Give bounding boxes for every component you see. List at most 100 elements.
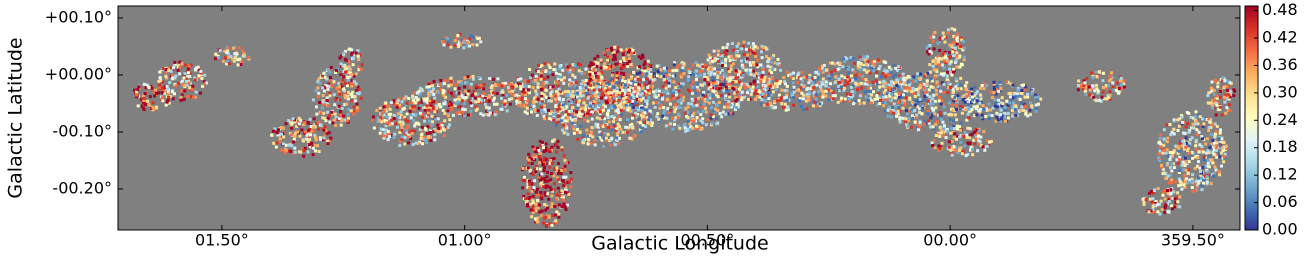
emission-pixel	[396, 106, 399, 109]
emission-pixel	[632, 106, 635, 109]
emission-pixel	[644, 111, 647, 114]
emission-pixel	[673, 106, 676, 109]
emission-pixel	[680, 76, 683, 79]
emission-pixel	[318, 121, 321, 124]
emission-pixel	[978, 110, 981, 113]
emission-pixel	[869, 84, 872, 87]
emission-pixel	[681, 66, 684, 69]
emission-pixel	[217, 56, 220, 59]
emission-pixel	[736, 98, 739, 101]
emission-pixel	[753, 80, 756, 83]
emission-pixel	[1084, 90, 1087, 93]
emission-pixel	[470, 34, 473, 37]
emission-pixel	[277, 128, 280, 131]
emission-pixel	[953, 127, 956, 130]
emission-pixel	[579, 115, 582, 118]
emission-pixel	[464, 77, 467, 80]
emission-pixel	[893, 64, 896, 67]
emission-pixel	[545, 142, 548, 145]
emission-pixel	[954, 47, 957, 50]
emission-pixel	[624, 89, 627, 92]
emission-pixel	[446, 37, 449, 40]
emission-pixel	[735, 106, 738, 109]
emission-pixel	[777, 58, 780, 61]
emission-pixel	[742, 74, 745, 77]
emission-pixel	[785, 109, 788, 112]
emission-pixel	[898, 92, 901, 95]
emission-pixel	[988, 141, 991, 144]
emission-pixel	[961, 63, 964, 66]
emission-pixel	[579, 131, 582, 134]
emission-pixel	[555, 104, 558, 107]
emission-pixel	[317, 128, 320, 131]
emission-pixel	[557, 178, 560, 181]
emission-pixel	[606, 56, 609, 59]
emission-pixel	[808, 91, 811, 94]
emission-pixel	[224, 56, 227, 59]
emission-pixel	[892, 75, 895, 78]
emission-pixel	[760, 103, 763, 106]
emission-pixel	[1115, 89, 1118, 92]
emission-pixel	[543, 150, 546, 153]
emission-pixel	[203, 83, 206, 86]
emission-pixel	[626, 108, 629, 111]
emission-pixel	[778, 94, 781, 97]
emission-pixel	[687, 79, 690, 82]
emission-pixel	[880, 75, 883, 78]
emission-pixel	[939, 147, 942, 150]
emission-pixel	[669, 109, 672, 112]
emission-pixel	[547, 109, 550, 112]
emission-pixel	[887, 105, 890, 108]
emission-pixel	[551, 73, 554, 76]
emission-pixel	[767, 97, 770, 100]
emission-pixel	[887, 109, 890, 112]
emission-pixel	[490, 86, 493, 89]
emission-pixel	[608, 83, 611, 86]
emission-pixel	[734, 76, 737, 79]
emission-pixel	[965, 154, 968, 157]
emission-pixel	[737, 73, 740, 76]
emission-pixel	[712, 101, 715, 104]
emission-pixel	[633, 90, 636, 93]
emission-pixel	[313, 117, 316, 120]
emission-pixel	[743, 83, 746, 86]
emission-pixel	[534, 203, 537, 206]
emission-pixel	[546, 171, 549, 174]
emission-pixel	[897, 106, 900, 109]
emission-pixel	[997, 90, 1000, 93]
emission-pixel	[592, 63, 595, 66]
emission-pixel	[715, 82, 718, 85]
emission-pixel	[988, 113, 991, 116]
emission-pixel	[488, 77, 491, 80]
emission-pixel	[598, 88, 601, 91]
emission-pixel	[847, 71, 850, 74]
emission-pixel	[322, 72, 325, 75]
emission-pixel	[904, 103, 907, 106]
emission-pixel	[792, 72, 795, 75]
emission-pixel	[343, 94, 346, 97]
emission-pixel	[626, 48, 629, 51]
emission-pixel	[843, 60, 846, 63]
emission-pixel	[314, 136, 317, 139]
emission-pixel	[756, 95, 759, 98]
emission-pixel	[894, 93, 897, 96]
emission-pixel	[950, 113, 953, 116]
emission-pixel	[492, 78, 495, 81]
emission-pixel	[673, 123, 676, 126]
emission-pixel	[528, 85, 531, 88]
emission-pixel	[792, 81, 795, 84]
emission-pixel	[596, 55, 599, 58]
emission-pixel	[458, 87, 461, 90]
emission-pixel	[915, 88, 918, 91]
emission-pixel	[740, 59, 743, 62]
emission-pixel	[983, 87, 986, 90]
emission-pixel	[335, 69, 338, 72]
emission-pixel	[575, 81, 578, 84]
emission-pixel	[918, 77, 921, 80]
emission-pixel	[1087, 86, 1090, 89]
emission-pixel	[631, 49, 634, 52]
emission-pixel	[350, 82, 353, 85]
emission-pixel	[606, 59, 609, 62]
emission-pixel	[413, 108, 416, 111]
emission-pixel	[328, 121, 331, 124]
